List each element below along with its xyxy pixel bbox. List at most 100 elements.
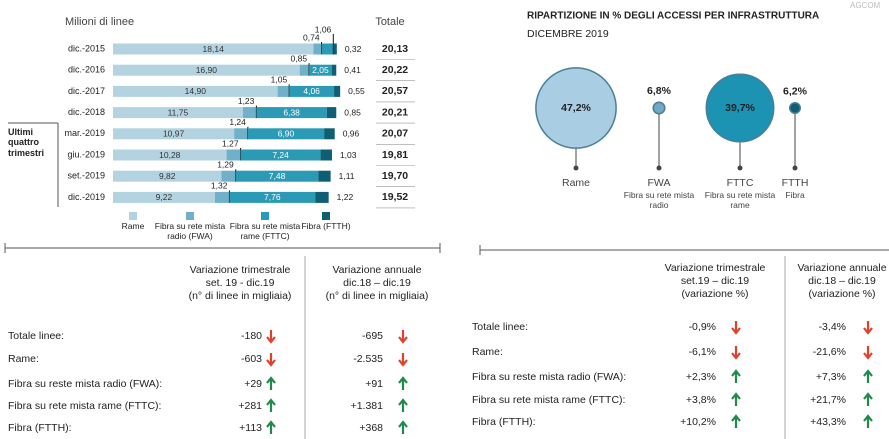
bar-segment bbox=[299, 64, 310, 76]
bar-segment bbox=[226, 149, 241, 161]
stem-dot bbox=[573, 165, 579, 171]
cell-value: +29 bbox=[244, 378, 262, 390]
cell-value: +1.381 bbox=[351, 400, 384, 412]
value-label: 1,29 bbox=[217, 159, 234, 169]
value-label: 1,11 bbox=[339, 171, 355, 181]
category-label: FTTC bbox=[727, 177, 754, 189]
bar-segment bbox=[113, 128, 235, 140]
bar-segment bbox=[113, 191, 215, 203]
cell-value: +91 bbox=[365, 378, 383, 390]
bubble bbox=[705, 73, 775, 143]
chart-title: RIPARTIZIONE IN % DEGLI ACCESSI PER INFR… bbox=[527, 11, 819, 22]
bar-segment bbox=[313, 43, 322, 55]
total-value: 19,52 bbox=[382, 191, 408, 203]
cell-value: +113 bbox=[239, 422, 262, 434]
row-label: Fibra su rete mista rame (FTTC): bbox=[8, 400, 161, 412]
cell-value: +3,8% bbox=[686, 394, 716, 406]
category-label: dic.-2016 bbox=[68, 65, 105, 75]
cell-value: -3,4% bbox=[819, 321, 846, 333]
stem-dot bbox=[737, 165, 743, 171]
value-label: 9,82 bbox=[159, 171, 176, 181]
legend-label: Fibra su rete mista radio (FWA) bbox=[154, 221, 226, 241]
category-label: dic.-2017 bbox=[68, 86, 105, 96]
total-value: 20,07 bbox=[382, 128, 408, 140]
bar-segment bbox=[221, 170, 236, 182]
category-label: mar.-2019 bbox=[64, 128, 105, 138]
bar-segment bbox=[333, 43, 337, 55]
category-label: Rame bbox=[562, 177, 590, 189]
total-value: 20,57 bbox=[382, 85, 408, 97]
category-label: FWA bbox=[648, 177, 671, 189]
legend-label: Fibra (FTTH) bbox=[301, 221, 351, 231]
column-header: Variazione trimestrale bbox=[665, 262, 766, 274]
logo: AGCOM bbox=[850, 1, 881, 10]
value-label: 1,27 bbox=[222, 138, 239, 148]
row-label: Fibra su reste mista radio (FWA): bbox=[8, 378, 162, 390]
arrow-up bbox=[863, 369, 873, 383]
stem-dot bbox=[656, 165, 662, 171]
bar-segment bbox=[256, 107, 327, 119]
value-label: 0,32 bbox=[345, 44, 362, 54]
total-value: 19,81 bbox=[382, 149, 408, 161]
row-label: Fibra su rete mista rame (FTTC): bbox=[472, 394, 625, 406]
value-label: 1,06 bbox=[315, 24, 332, 34]
bar-segment bbox=[113, 149, 227, 161]
bar-segment bbox=[326, 107, 337, 119]
column-header: Variazione trimestrale bbox=[190, 264, 291, 276]
value-label: 7,48 bbox=[269, 171, 286, 181]
bar-segment bbox=[240, 149, 321, 161]
axis-label: Milioni di linee bbox=[65, 16, 134, 28]
row-label: Rame: bbox=[472, 346, 503, 358]
value-label: 14,90 bbox=[185, 86, 207, 96]
value-label: 7,24 bbox=[272, 150, 289, 160]
bar-segment bbox=[334, 85, 341, 97]
total-value: 19,70 bbox=[382, 170, 408, 182]
category-label: FTTH bbox=[782, 177, 809, 189]
cell-value: -603 bbox=[241, 353, 262, 365]
bar-segment bbox=[113, 107, 243, 119]
cell-value: -6,1% bbox=[689, 346, 716, 358]
cell-value: +281 bbox=[238, 400, 262, 412]
bubble bbox=[535, 67, 617, 149]
bar-segment bbox=[321, 43, 334, 55]
bubble bbox=[652, 101, 666, 115]
column-header: dic.18 – dic.19 bbox=[808, 275, 876, 287]
row-label: Fibra su reste mista radio (FWA): bbox=[472, 371, 626, 383]
arrow-up bbox=[398, 376, 408, 390]
total-value: 20,13 bbox=[382, 43, 408, 55]
value-label: 0,55 bbox=[348, 86, 365, 96]
category-sublabel: Fibra su rete mista rame bbox=[704, 190, 776, 210]
bar-segment bbox=[289, 85, 335, 97]
value-label: 1,24 bbox=[229, 117, 246, 127]
bar-segment bbox=[229, 191, 316, 203]
value-label: 4,06 bbox=[303, 86, 320, 96]
value-label: 6,38 bbox=[283, 107, 300, 117]
arrow-up bbox=[266, 420, 276, 434]
arrow-up bbox=[266, 376, 276, 390]
value-label: 0,85 bbox=[291, 53, 308, 63]
arrow-up bbox=[731, 392, 741, 406]
arrow-down bbox=[731, 346, 741, 360]
cell-value: +21,7% bbox=[810, 394, 846, 406]
value-label: 47,2% bbox=[561, 102, 591, 114]
bar-segment bbox=[324, 128, 335, 140]
bar-segment bbox=[113, 170, 222, 182]
cell-value: -2.535 bbox=[353, 353, 383, 365]
cell-value: +368 bbox=[359, 422, 383, 434]
cell-value: -0,9% bbox=[689, 321, 716, 333]
value-label: 10,97 bbox=[163, 129, 185, 139]
cell-value: +43,3% bbox=[810, 416, 846, 428]
value-label: 6,2% bbox=[783, 86, 808, 98]
bar-segment bbox=[309, 64, 332, 76]
category-sublabel: Fibra su rete mista radio bbox=[623, 190, 695, 210]
value-label: 6,8% bbox=[647, 85, 672, 97]
value-label: 10,28 bbox=[159, 150, 181, 160]
column-header: set. 19 - dic.19 bbox=[206, 277, 275, 289]
legend-swatch bbox=[186, 212, 194, 220]
bar-segment bbox=[315, 191, 329, 203]
category-label: set.-2019 bbox=[67, 171, 105, 181]
column-header: Variazione annuale bbox=[332, 264, 421, 276]
bar-segment bbox=[113, 43, 314, 55]
value-label: 1,32 bbox=[211, 181, 228, 191]
total-value: 20,21 bbox=[382, 106, 408, 118]
